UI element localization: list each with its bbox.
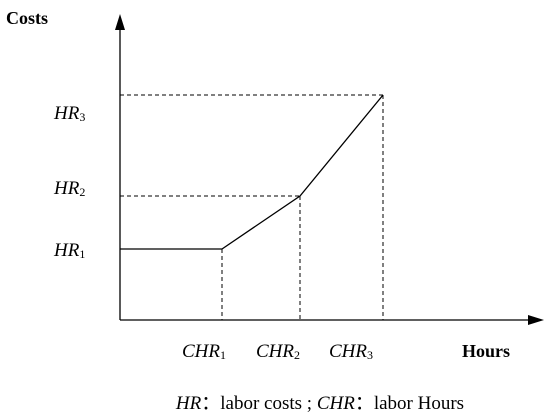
mark-name: CHR bbox=[182, 341, 220, 362]
cost-curve bbox=[120, 94, 384, 250]
mark-name: CHR bbox=[329, 341, 367, 362]
y-mark-label: HR2 bbox=[53, 178, 85, 199]
x-axis-title: Hours bbox=[462, 341, 510, 361]
caption-def: ：labor Hours bbox=[355, 393, 464, 414]
y-mark-label: HR1 bbox=[53, 240, 85, 261]
caption-def: ：labor costs ; bbox=[201, 393, 317, 414]
mark-sub: 1 bbox=[79, 247, 85, 261]
mark-sub: 3 bbox=[367, 348, 373, 362]
x-mark-label: CHR1 bbox=[182, 341, 226, 362]
x-arrow bbox=[528, 315, 544, 325]
mark-name: HR bbox=[53, 178, 80, 199]
caption-term: HR bbox=[175, 393, 202, 414]
y-mark-label: HR3 bbox=[53, 103, 85, 124]
mark-sub: 2 bbox=[294, 348, 300, 362]
y-axis-title: Costs bbox=[6, 8, 48, 28]
mark-sub: 2 bbox=[79, 185, 85, 199]
mark-name: HR bbox=[53, 103, 80, 124]
x-mark-label: CHR2 bbox=[256, 341, 300, 362]
mark-sub: 1 bbox=[220, 348, 226, 362]
caption: HR：labor costs ; CHR：labor Hours bbox=[175, 393, 464, 414]
mark-name: CHR bbox=[256, 341, 294, 362]
mark-name: HR bbox=[53, 240, 80, 261]
mark-sub: 3 bbox=[79, 110, 85, 124]
x-mark-label: CHR3 bbox=[329, 341, 373, 362]
caption-term: CHR bbox=[317, 393, 355, 414]
y-arrow bbox=[115, 14, 125, 30]
